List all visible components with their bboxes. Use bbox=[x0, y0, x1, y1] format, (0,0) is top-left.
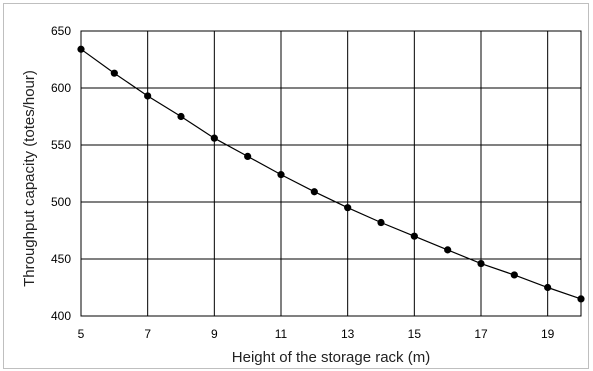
y-tick-label: 600 bbox=[51, 81, 71, 95]
series-line bbox=[80, 48, 582, 300]
x-tick-label: 9 bbox=[211, 327, 218, 341]
y-tick-label: 500 bbox=[51, 195, 71, 209]
data-point bbox=[377, 218, 385, 227]
x-tick-label: 17 bbox=[474, 327, 488, 341]
x-tick-label: 19 bbox=[541, 327, 555, 341]
data-point bbox=[144, 92, 152, 100]
x-tick-label: 15 bbox=[408, 327, 422, 341]
data-point bbox=[110, 69, 118, 77]
plot-area-border bbox=[80, 30, 582, 317]
data-point bbox=[510, 271, 518, 279]
data-point bbox=[77, 45, 85, 53]
data-point bbox=[577, 295, 585, 303]
y-tick-labels: 400 450 500 550 600 650 bbox=[51, 24, 71, 323]
data-point bbox=[177, 112, 185, 121]
x-axis-title: Height of the storage rack (m) bbox=[232, 349, 430, 366]
data-point bbox=[444, 246, 452, 254]
y-tick-label: 450 bbox=[51, 252, 71, 266]
x-tick-label: 11 bbox=[275, 327, 288, 341]
x-tick-label: 5 bbox=[78, 327, 85, 341]
data-point bbox=[544, 283, 552, 292]
y-tick-label: 550 bbox=[51, 138, 71, 152]
x-tick-label: 13 bbox=[341, 327, 355, 341]
y-tick-label: 400 bbox=[51, 309, 71, 323]
data-point bbox=[244, 152, 252, 160]
data-markers bbox=[77, 45, 585, 303]
y-axis-title: Throughput capacity (totes/hour) bbox=[21, 70, 38, 287]
data-point bbox=[210, 134, 218, 142]
x-tick-label: 7 bbox=[144, 327, 151, 341]
data-point bbox=[277, 171, 285, 179]
data-point bbox=[410, 232, 418, 240]
data-point bbox=[310, 188, 318, 196]
data-point bbox=[477, 259, 485, 268]
x-tick-labels: 5 7 9 11 13 15 17 19 bbox=[78, 327, 555, 341]
data-point bbox=[344, 204, 352, 212]
grid-lines bbox=[80, 30, 581, 317]
y-tick-label: 650 bbox=[51, 24, 71, 38]
